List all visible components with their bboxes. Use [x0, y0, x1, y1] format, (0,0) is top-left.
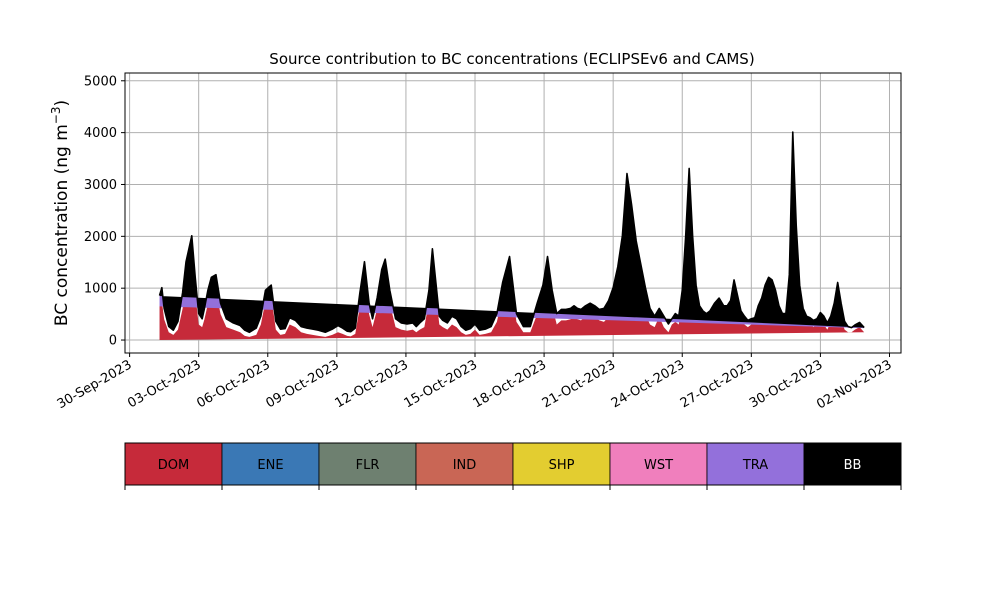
area-bb [159, 132, 865, 333]
legend-label-dom: DOM [158, 458, 189, 473]
plot-frame [124, 72, 902, 354]
x-axis: 30-Sep-202303-Oct-202306-Oct-202309-Oct-… [55, 353, 894, 412]
legend-swatch-dom [124, 442, 223, 486]
legend-swatch-tra [706, 442, 805, 486]
legend-colorbar: DOM ENE FLR IND SHP WST TRA BB [124, 442, 902, 490]
x-tick-label: 30-Sep-2023 [55, 357, 135, 412]
total-line [158, 131, 865, 334]
x-tick-label: 06-Oct-2023 [194, 357, 272, 411]
y-axis-label-close: ) [52, 100, 72, 107]
y-axis-label-superscript: −3 [49, 106, 63, 124]
x-tick-label: 18-Oct-2023 [471, 357, 549, 411]
x-tick-label: 24-Oct-2023 [609, 357, 687, 411]
y-tick-label: 3000 [84, 178, 117, 193]
y-tick-label: 0 [109, 334, 117, 349]
y-tick-label: 5000 [84, 74, 117, 89]
stacked-areas [158, 131, 865, 341]
y-axis-label-main: BC concentration (ng m [52, 124, 72, 326]
legend-label-wst: WST [644, 458, 673, 473]
y-axis-label: BC concentration (ng m−3) [49, 100, 72, 326]
legend-label-bb: BB [844, 458, 862, 473]
legend-swatch-ene [221, 442, 320, 486]
y-tick-label: 2000 [84, 230, 117, 245]
legend-swatch-flr [318, 442, 417, 486]
legend-label-flr: FLR [356, 458, 380, 473]
x-tick-label: 09-Oct-2023 [263, 357, 341, 411]
legend-swatch-bb [803, 442, 902, 486]
legend-frame [124, 442, 902, 486]
x-tick-label: 30-Oct-2023 [747, 357, 825, 411]
chart-title: Source contribution to BC concentrations… [269, 50, 754, 68]
x-tick-label: 27-Oct-2023 [678, 357, 756, 411]
x-tick-label: 02-Nov-2023 [814, 357, 894, 412]
x-tick-label: 12-Oct-2023 [333, 357, 411, 411]
legend-label-ene: ENE [257, 458, 283, 473]
legend-swatch-wst [609, 442, 708, 486]
legend-label-ind: IND [453, 458, 477, 473]
y-axis: 0 1000 2000 3000 4000 5000 [84, 74, 125, 349]
legend-label-shp: SHP [549, 458, 575, 473]
y-tick-label: 1000 [84, 282, 117, 297]
legend-label-tra: TRA [742, 458, 768, 473]
y-tick-label: 4000 [84, 126, 117, 141]
x-tick-label: 15-Oct-2023 [402, 357, 480, 411]
x-tick-label: 21-Oct-2023 [540, 357, 618, 411]
x-tick-label: 03-Oct-2023 [125, 357, 203, 411]
